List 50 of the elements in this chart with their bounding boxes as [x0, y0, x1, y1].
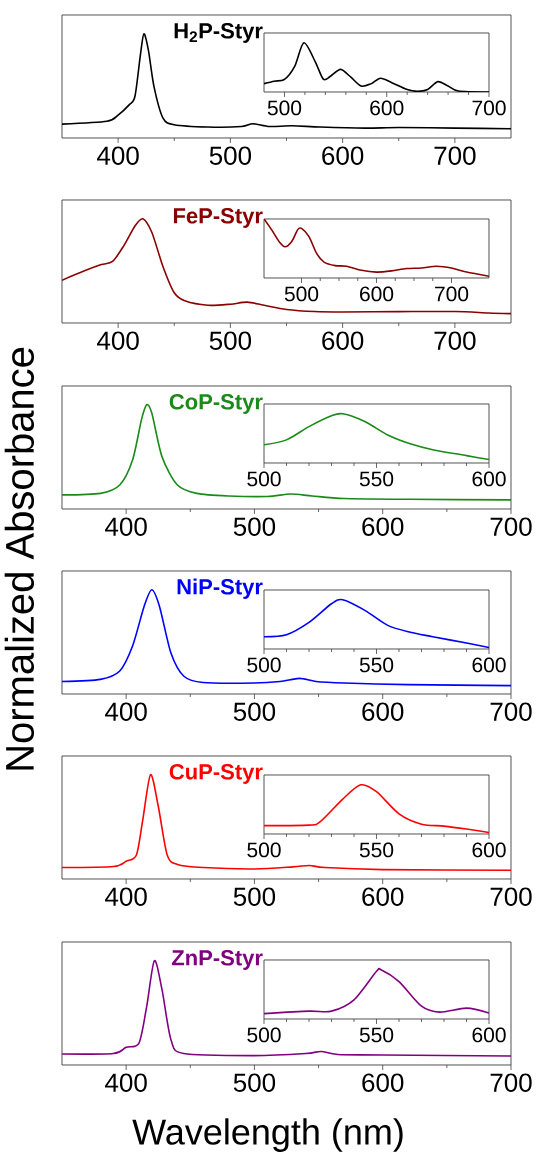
x-tick-label: 600 — [362, 1073, 404, 1092]
x-tick-label: 700 — [490, 702, 532, 721]
chart-title: NiP-Styr — [177, 578, 263, 599]
x-tick-label: 500 — [233, 702, 276, 721]
chart-title: FeP-Styr — [173, 208, 263, 228]
x-tick-label: 600 — [472, 842, 506, 858]
x-tick-label: 400 — [105, 887, 147, 906]
x-tick-label: 600 — [472, 1027, 506, 1043]
x-tick-label: 700 — [434, 331, 476, 350]
x-tick-label: 400 — [97, 331, 139, 350]
x-tick-label: 550 — [359, 1027, 394, 1043]
x-tick-label: 600 — [362, 887, 404, 906]
x-tick-label: 550 — [359, 471, 394, 487]
x-tick-label: 700 — [435, 286, 469, 302]
x-tick-label: 600 — [360, 286, 394, 302]
x-tick-label: 500 — [247, 657, 281, 673]
chart-title: CuP-Styr — [169, 764, 263, 784]
x-tick-label: 500 — [284, 286, 319, 302]
x-tick-label: 600 — [472, 657, 506, 673]
x-tick-label: 500 — [247, 842, 281, 858]
x-tick-label: 400 — [105, 517, 147, 536]
x-tick-label: 700 — [490, 1073, 532, 1092]
x-tick-label: 600 — [362, 517, 404, 536]
x-tick-label: 500 — [267, 100, 302, 116]
x-tick-label: 400 — [105, 1073, 147, 1092]
chart-title: H$_{2}$P-Styr — [174, 23, 263, 43]
x-tick-label: 600 — [322, 146, 364, 165]
x-tick-label: 500 — [209, 146, 252, 165]
x-tick-label: 400 — [105, 702, 147, 721]
x-axis-title: Wavelength (nm) — [132, 1118, 403, 1152]
x-tick-label: 500 — [247, 1027, 281, 1043]
x-tick-label: 700 — [434, 146, 476, 165]
chart-title: CoP-Styr — [169, 394, 263, 414]
x-tick-label: 500 — [247, 471, 281, 487]
y-axis-title: Normalized Absorbance — [4, 347, 35, 770]
x-tick-label: 600 — [472, 471, 506, 487]
chart-title: ZnP-Styr — [171, 950, 263, 970]
x-tick-label: 500 — [233, 1073, 276, 1092]
x-tick-label: 600 — [322, 331, 364, 350]
x-tick-label: 600 — [362, 702, 404, 721]
x-tick-label: 700 — [490, 517, 532, 536]
x-tick-label: 550 — [359, 657, 394, 673]
x-tick-label: 500 — [233, 517, 276, 536]
x-tick-label: 550 — [359, 842, 394, 858]
x-tick-label: 700 — [490, 887, 532, 906]
x-tick-label: 500 — [233, 887, 276, 906]
x-tick-label: 400 — [97, 146, 139, 165]
x-tick-label: 700 — [472, 100, 506, 116]
x-tick-label: 600 — [370, 100, 404, 116]
x-tick-label: 500 — [209, 331, 252, 350]
